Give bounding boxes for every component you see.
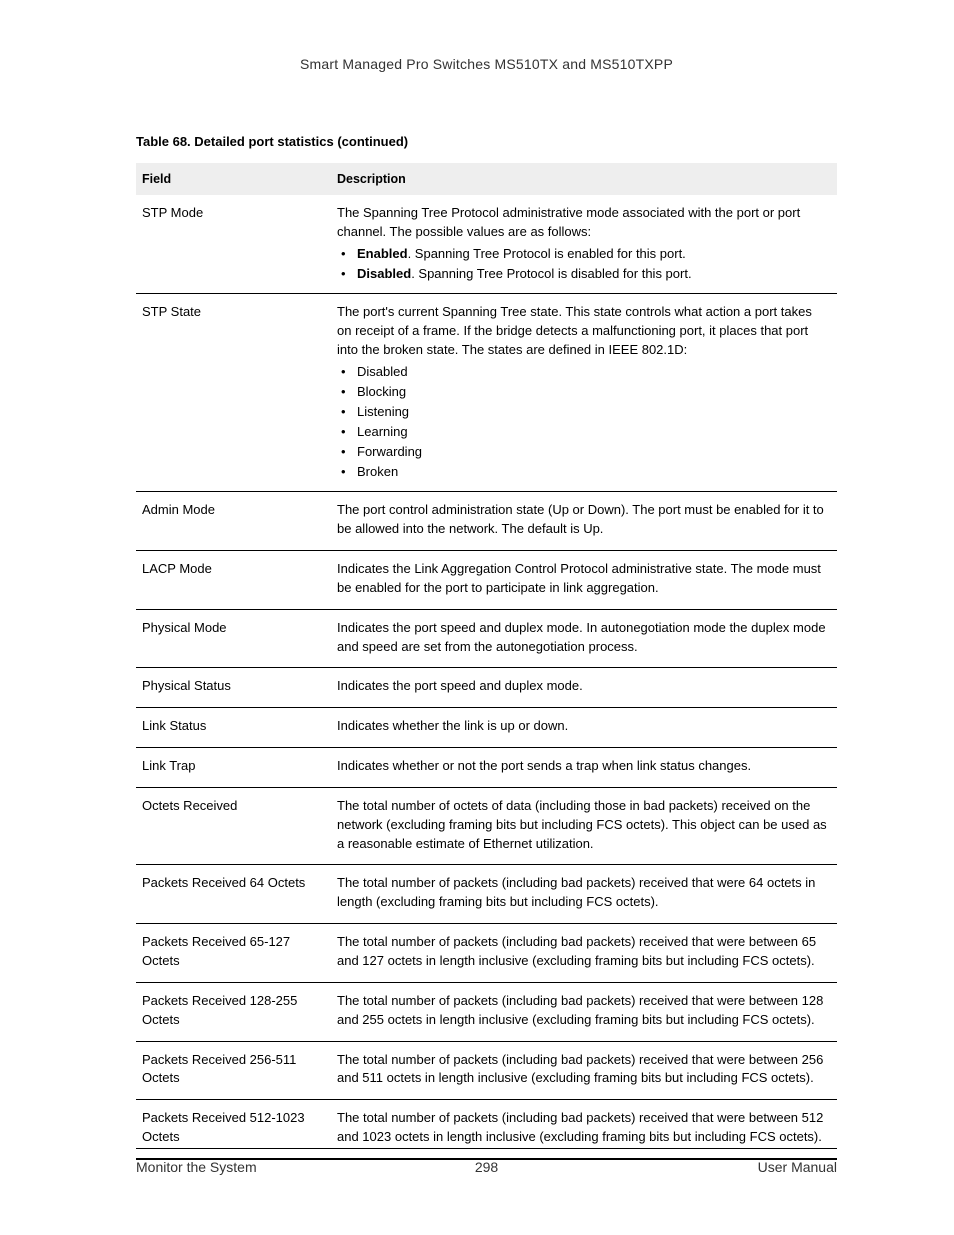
description-cell: The total number of packets (including b… xyxy=(331,924,837,983)
table-row: Physical ModeIndicates the port speed an… xyxy=(136,609,837,668)
bullet-item: Listening xyxy=(339,402,829,422)
field-cell: Admin Mode xyxy=(136,492,331,551)
bullet-list: Disabled Blocking Listening Learning Forward… xyxy=(337,362,829,483)
description-cell: Indicates whether the link is up or down… xyxy=(331,708,837,748)
table-row: STP ModeThe Spanning Tree Protocol admin… xyxy=(136,195,837,293)
description-text: Indicates whether or not the port sends … xyxy=(337,757,829,776)
description-text: The total number of packets (including b… xyxy=(337,992,829,1030)
description-cell: The total number of packets (including b… xyxy=(331,982,837,1041)
bullet-item: Disabled. Spanning Tree Protocol is disa… xyxy=(339,264,829,284)
bullet-item: Broken xyxy=(339,462,829,482)
bullet-text: . Spanning Tree Protocol is disabled for… xyxy=(411,266,691,281)
field-cell: Link Trap xyxy=(136,748,331,788)
table-row: Link Trap Indicates whether or not the po… xyxy=(136,748,837,788)
field-cell: Octets Received xyxy=(136,787,331,865)
table-row: Octets ReceivedThe total number of octet… xyxy=(136,787,837,865)
table-row: Link Status Indicates whether the link is… xyxy=(136,708,837,748)
field-cell: Physical Mode xyxy=(136,609,331,668)
description-text: The Spanning Tree Protocol administrativ… xyxy=(337,204,829,242)
description-text: Indicates whether the link is up or down… xyxy=(337,717,829,736)
bullet-text: Blocking xyxy=(357,384,406,399)
field-cell: Packets Received 64 Octets xyxy=(136,865,331,924)
description-cell: The total number of packets (including b… xyxy=(331,865,837,924)
footer-right: User Manual xyxy=(758,1159,837,1175)
table-row: Packets Received 64 OctetsThe total numb… xyxy=(136,865,837,924)
field-cell: STP State xyxy=(136,293,331,491)
bullet-text: Disabled xyxy=(357,364,408,379)
field-cell: Packets Received 128-255 Octets xyxy=(136,982,331,1041)
description-text: Indicates the Link Aggregation Control P… xyxy=(337,560,829,598)
description-cell: The Spanning Tree Protocol administrativ… xyxy=(331,195,837,293)
field-cell: STP Mode xyxy=(136,195,331,293)
bullet-text: Forwarding xyxy=(357,444,422,459)
column-header-description: Description xyxy=(331,163,837,195)
port-statistics-table: Field Description STP ModeThe Spanning T… xyxy=(136,163,837,1160)
table-row: LACP ModeIndicates the Link Aggregation … xyxy=(136,551,837,610)
table-row: Packets Received 65-127 OctetsThe total … xyxy=(136,924,837,983)
description-text: The total number of packets (including b… xyxy=(337,874,829,912)
description-text: Indicates the port speed and duplex mode… xyxy=(337,677,829,696)
bullet-bold: Enabled xyxy=(357,246,408,261)
table-row: Packets Received 256-511 OctetsThe total… xyxy=(136,1041,837,1100)
description-cell: The port's current Spanning Tree state. … xyxy=(331,293,837,491)
page-header: Smart Managed Pro Switches MS510TX and M… xyxy=(136,56,837,72)
bullet-item: Enabled. Spanning Tree Protocol is enabl… xyxy=(339,244,829,264)
description-cell: Indicates the Link Aggregation Control P… xyxy=(331,551,837,610)
table-row: Admin ModeThe port control administratio… xyxy=(136,492,837,551)
description-cell: The total number of packets (including b… xyxy=(331,1041,837,1100)
field-cell: LACP Mode xyxy=(136,551,331,610)
bullet-bold: Disabled xyxy=(357,266,411,281)
bullet-text: Listening xyxy=(357,404,409,419)
page-footer: Monitor the System 298 User Manual xyxy=(136,1148,837,1175)
description-cell: The port control administration state (U… xyxy=(331,492,837,551)
table-caption: Table 68. Detailed port statistics (cont… xyxy=(136,134,837,149)
bullet-item: Learning xyxy=(339,422,829,442)
bullet-text: Broken xyxy=(357,464,398,479)
table-row: Packets Received 128-255 OctetsThe total… xyxy=(136,982,837,1041)
bullet-text: . Spanning Tree Protocol is enabled for … xyxy=(408,246,686,261)
description-text: The total number of packets (including b… xyxy=(337,1109,829,1147)
description-cell: Indicates the port speed and duplex mode… xyxy=(331,609,837,668)
description-cell: Indicates whether or not the port sends … xyxy=(331,748,837,788)
description-text: The port control administration state (U… xyxy=(337,501,829,539)
table-row: STP StateThe port's current Spanning Tre… xyxy=(136,293,837,491)
description-cell: The total number of octets of data (incl… xyxy=(331,787,837,865)
description-cell: Indicates the port speed and duplex mode… xyxy=(331,668,837,708)
footer-page-number: 298 xyxy=(475,1159,498,1175)
bullet-list: Enabled. Spanning Tree Protocol is enabl… xyxy=(337,244,829,284)
bullet-item: Blocking xyxy=(339,382,829,402)
column-header-field: Field xyxy=(136,163,331,195)
description-text: The total number of packets (including b… xyxy=(337,1051,829,1089)
field-cell: Packets Received 65-127 Octets xyxy=(136,924,331,983)
description-text: Indicates the port speed and duplex mode… xyxy=(337,619,829,657)
bullet-item: Forwarding xyxy=(339,442,829,462)
field-cell: Packets Received 256-511 Octets xyxy=(136,1041,331,1100)
description-text: The total number of packets (including b… xyxy=(337,933,829,971)
field-cell: Physical Status xyxy=(136,668,331,708)
bullet-item: Disabled xyxy=(339,362,829,382)
table-row: Physical Status Indicates the port speed … xyxy=(136,668,837,708)
description-text: The port's current Spanning Tree state. … xyxy=(337,303,829,360)
table-header-row: Field Description xyxy=(136,163,837,195)
field-cell: Link Status xyxy=(136,708,331,748)
bullet-text: Learning xyxy=(357,424,408,439)
description-text: The total number of octets of data (incl… xyxy=(337,797,829,854)
footer-left: Monitor the System xyxy=(136,1159,257,1175)
